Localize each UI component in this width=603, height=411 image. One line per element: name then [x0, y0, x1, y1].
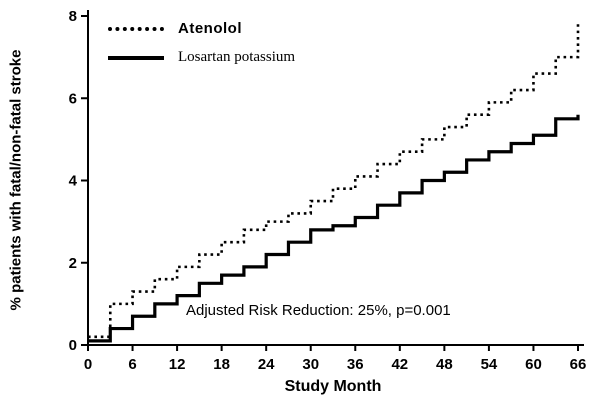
dotted-line-swatch — [108, 26, 164, 31]
y-tick-label: 2 — [69, 255, 77, 272]
x-tick-label: 54 — [481, 356, 498, 373]
legend-item-losartan: Losartan potassium — [108, 49, 295, 66]
y-tick-label: 0 — [69, 337, 77, 354]
x-tick-label: 60 — [525, 356, 542, 373]
legend-item-atenolol: Atenolol — [108, 20, 295, 37]
series-line-losartan-potassium — [88, 114, 580, 343]
x-tick-label: 24 — [258, 356, 275, 373]
x-axis-title: Study Month — [284, 378, 382, 395]
solid-line-swatch — [108, 55, 164, 60]
y-tick-label: 4 — [69, 173, 78, 190]
legend: Atenolol Losartan potassium — [108, 20, 295, 78]
x-tick-label: 6 — [128, 356, 136, 373]
x-tick-label: 66 — [570, 356, 587, 373]
y-tick-label: 6 — [69, 90, 77, 107]
y-axis-title: % patients with fatal/non-fatal stroke — [7, 49, 25, 311]
x-tick-label: 18 — [213, 356, 230, 373]
x-tick-label: 42 — [391, 356, 408, 373]
x-tick-label: 48 — [436, 356, 453, 373]
y-tick-label: 8 — [69, 8, 77, 25]
x-tick-label: 30 — [302, 356, 319, 373]
legend-label-losartan: Losartan potassium — [178, 49, 296, 65]
legend-label-atenolol: Atenolol — [178, 20, 242, 37]
x-tick-label: 0 — [84, 356, 92, 373]
risk-reduction-annotation: Adjusted Risk Reduction: 25%, p=0.001 — [186, 302, 451, 319]
x-tick-label: 12 — [169, 356, 186, 373]
x-tick-label: 36 — [347, 356, 364, 373]
